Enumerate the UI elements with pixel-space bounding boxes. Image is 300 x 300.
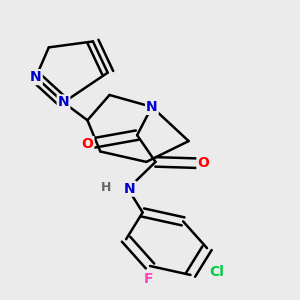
Text: Cl: Cl <box>209 265 224 279</box>
Text: N: N <box>146 100 158 114</box>
Text: H: H <box>100 181 111 194</box>
Text: F: F <box>143 272 153 286</box>
Text: O: O <box>197 156 209 170</box>
Text: N: N <box>124 182 136 196</box>
Text: N: N <box>58 95 69 110</box>
Text: O: O <box>82 137 93 151</box>
Text: N: N <box>30 70 42 84</box>
